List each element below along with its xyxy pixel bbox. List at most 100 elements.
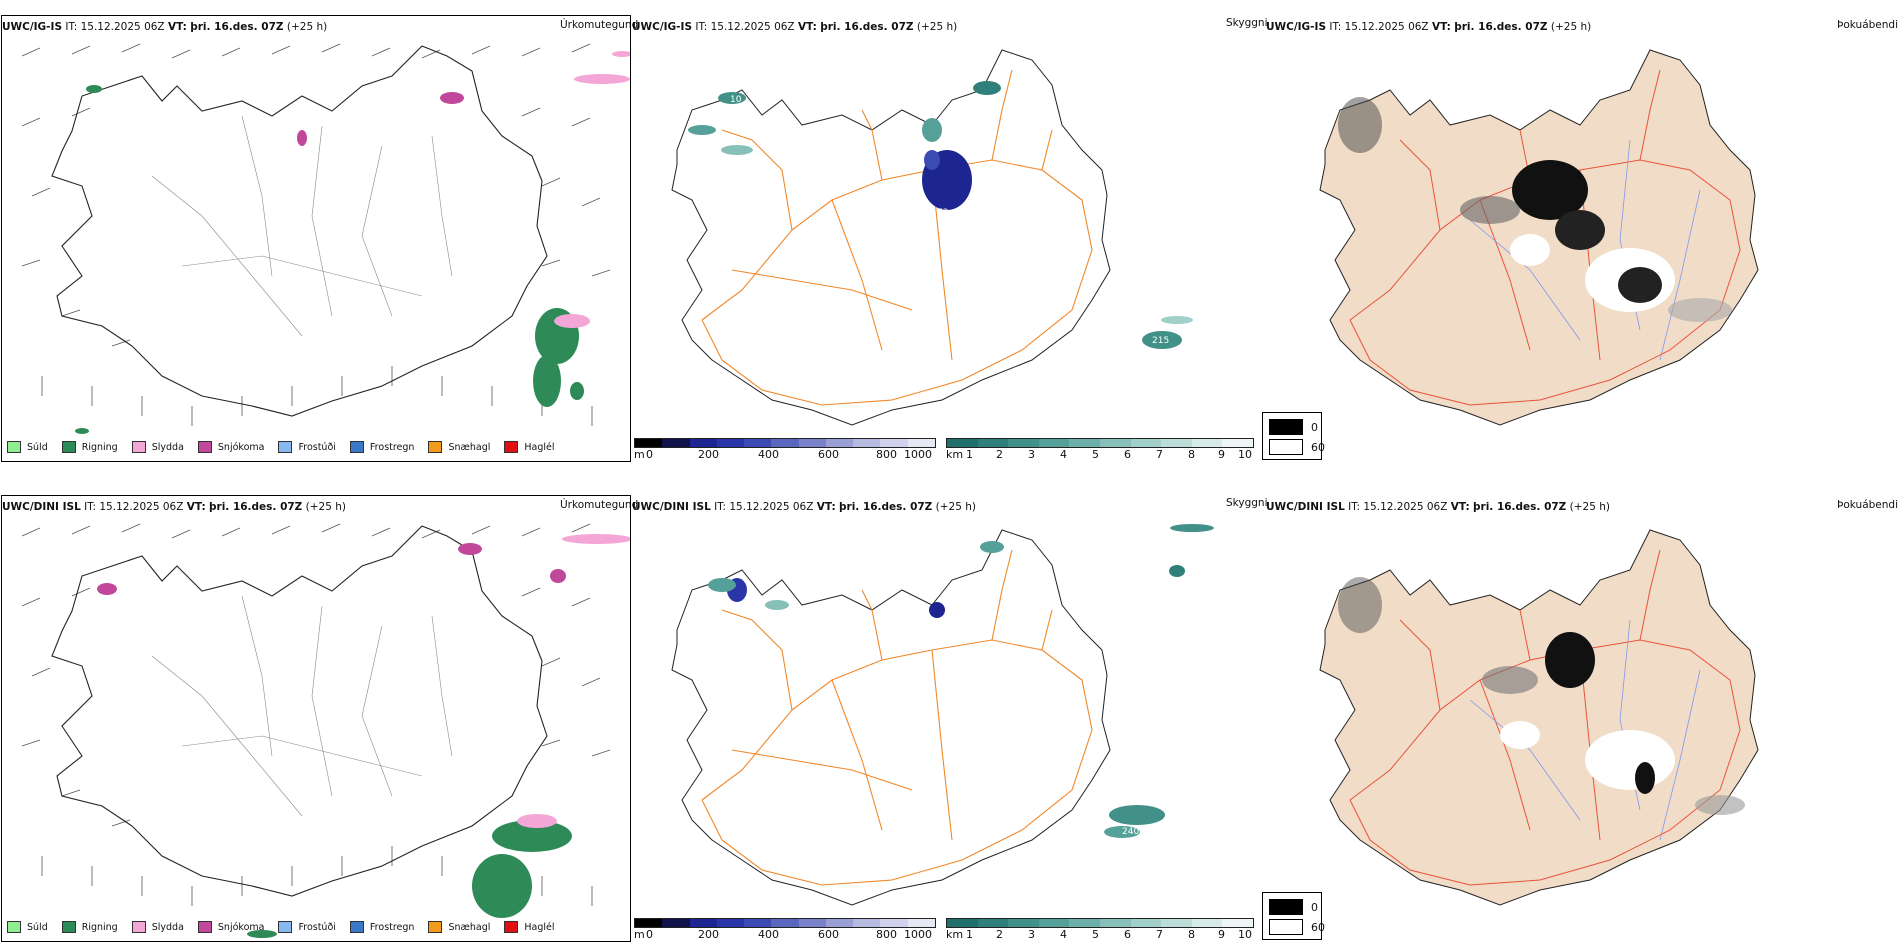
tick: 1 (966, 928, 973, 941)
cbar-seg (716, 919, 745, 927)
cbar-seg (853, 919, 881, 927)
swatch (7, 921, 21, 933)
ceiling-unit: m (634, 448, 645, 461)
ceiling-fields-row1 (688, 81, 1193, 349)
tick: 3 (1028, 448, 1035, 461)
vis-colorbar-row2 (946, 918, 1254, 928)
swatch (1269, 899, 1303, 915)
cbar-seg (689, 919, 717, 927)
iceland-outline (51, 45, 548, 417)
cbar-seg (635, 919, 663, 927)
ceiling-fields-row2 (708, 524, 1214, 838)
rivers (151, 595, 453, 817)
precip-map-row1 (1, 15, 631, 462)
cbar-seg (853, 439, 881, 447)
vis-colorbar-row1 (946, 438, 1254, 448)
tick: 800 (876, 928, 897, 941)
precip-title-row1: UWC/IG-IS IT: 15.12.2025 06Z VT: þri. 16… (2, 21, 328, 33)
vis-param-row1: Skyggni (1226, 17, 1268, 29)
swatch (61, 921, 76, 933)
tick: 200 (698, 928, 719, 941)
cbar-seg (798, 919, 826, 927)
legend-item-slydda: Slydda (131, 441, 184, 453)
cbar-seg (977, 919, 1009, 927)
legend-item-rigning: Rigning (61, 921, 118, 933)
cbar-seg (771, 919, 799, 927)
cbar-seg (907, 919, 935, 927)
cbar-seg (907, 439, 935, 447)
tick: 2 (996, 928, 1003, 941)
tick: 0 (646, 448, 653, 461)
precip-param-row1: Úrkomutegund (560, 19, 639, 31)
legend-item-snjokoma: Snjókoma (197, 441, 264, 453)
tick: 8 (1188, 448, 1195, 461)
iceland-land (1319, 529, 1759, 906)
tick: 2 (996, 448, 1003, 461)
tick: 4 (1060, 448, 1067, 461)
tick: 0 (646, 928, 653, 941)
swatch (504, 441, 519, 453)
fog-roads (1349, 549, 1741, 886)
cbar-seg (1038, 919, 1070, 927)
cbar-seg (825, 919, 854, 927)
legend-item-frostregn: Frostregn (349, 441, 414, 453)
cbar-seg (880, 439, 908, 447)
fog-title-row1: UWC/IG-IS IT: 15.12.2025 06Z VT: þri. 16… (1266, 21, 1592, 33)
cbar-seg (1161, 439, 1192, 447)
wind-barbs (21, 43, 611, 426)
row-1: UWC/IG-IS IT: 15.12.2025 06Z VT: þri. 16… (0, 0, 1900, 470)
legend-item-frostregn: Frostregn (349, 921, 414, 933)
vis-label-d: 240 (1122, 827, 1139, 837)
fog-map-row1 (1300, 40, 1860, 430)
roads (701, 549, 1093, 886)
fog-map-row2 (1300, 520, 1860, 910)
legend-item-snjokoma: Snjókoma (197, 921, 264, 933)
ceiling-colorbar-row2 (634, 918, 936, 928)
vis-ticks-row2: km 1 2 3 4 5 6 7 8 9 10 (946, 928, 1256, 942)
cbar-seg (947, 439, 978, 447)
cbar-seg (1191, 439, 1223, 447)
vis-map-row1: 10 73 215 (632, 30, 1232, 430)
legend-item-hagel: Haglél (504, 921, 555, 933)
legend-item-frostudi: Frostúði (278, 921, 336, 933)
tick: 400 (758, 928, 779, 941)
swatch (349, 921, 364, 933)
vis-title-row1: UWC/IG-IS IT: 15.12.2025 06Z VT: þri. 16… (632, 21, 958, 33)
fog-map-svg-row1 (1319, 49, 1759, 426)
legend-item-rigning: Rigning (61, 441, 118, 453)
fog-legend-row1: 0 60 (1262, 412, 1325, 460)
cbar-seg (1038, 439, 1070, 447)
cbar-seg (1191, 919, 1223, 927)
swatch (278, 921, 293, 933)
swatch (7, 441, 21, 453)
cbar-seg (798, 439, 826, 447)
tick: 10 (1238, 928, 1252, 941)
tick: 200 (698, 448, 719, 461)
cbar-seg (662, 919, 690, 927)
swatch (1269, 919, 1303, 935)
tick: 9 (1218, 448, 1225, 461)
tick: 3 (1028, 928, 1035, 941)
roads (701, 69, 1093, 406)
cbar-seg (1222, 439, 1253, 447)
cbar-seg (947, 919, 978, 927)
vis-label-b: 215 (1152, 336, 1169, 346)
vis-unit: km (946, 928, 964, 941)
cbar-seg (825, 439, 854, 447)
swatch (131, 921, 146, 933)
ceiling-unit: m (634, 928, 645, 941)
cbar-seg (744, 439, 772, 447)
ceiling-ticks-row2: m 0 200 400 600 800 1000 (634, 928, 944, 942)
tick: 600 (818, 448, 839, 461)
cbar-seg (716, 439, 745, 447)
tick: 10 (1238, 448, 1252, 461)
cbar-seg (1130, 919, 1162, 927)
swatch (504, 921, 519, 933)
cbar-seg (1130, 439, 1162, 447)
swatch (131, 441, 146, 453)
vis-unit: km (946, 448, 964, 461)
tick: 600 (818, 928, 839, 941)
tick: 9 (1218, 928, 1225, 941)
legend-item-snaehagl: Snæhagl (428, 441, 490, 453)
swatch (1269, 419, 1303, 435)
